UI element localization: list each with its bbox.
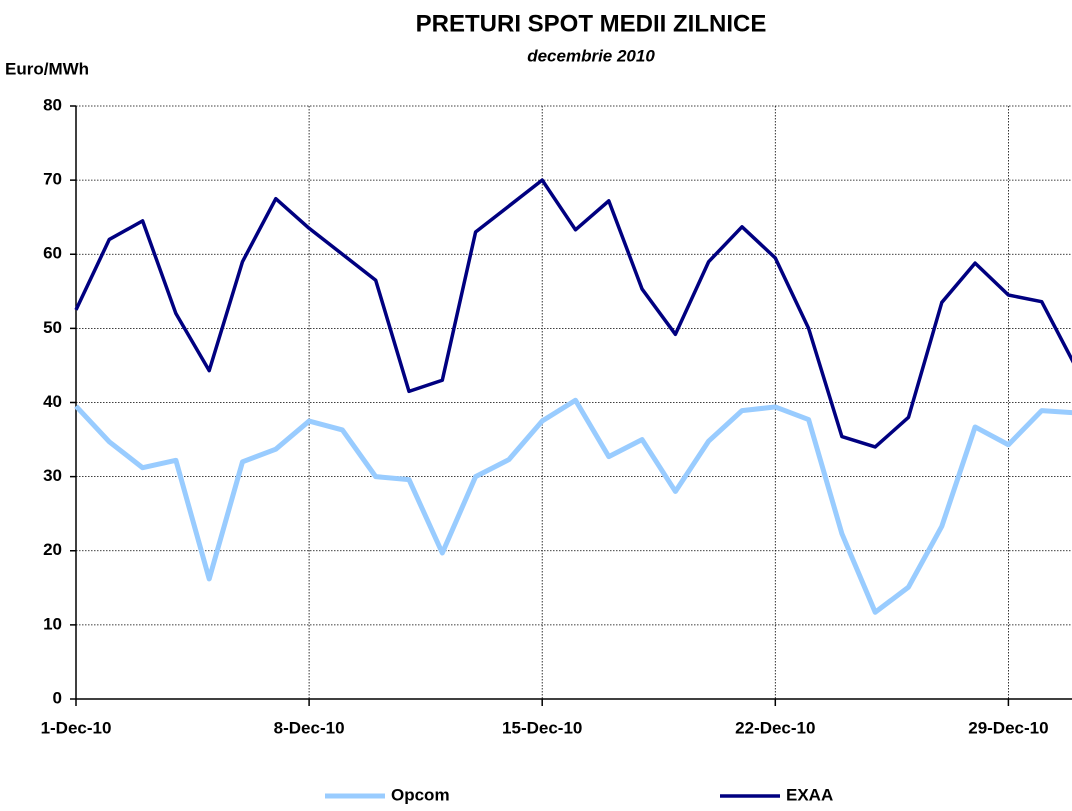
chart-subtitle: decembrie 2010 [527, 46, 655, 65]
x-tick-label: 8-Dec-10 [274, 718, 345, 737]
x-tick-label: 29-Dec-10 [968, 718, 1048, 737]
x-tick-label: 15-Dec-10 [502, 718, 582, 737]
y-tick-label: 30 [43, 466, 62, 485]
y-tick-label: 60 [43, 244, 62, 263]
x-tick-label: 22-Dec-10 [735, 718, 815, 737]
series-line [74, 178, 1072, 449]
y-tick-label: 80 [43, 95, 62, 114]
x-tick-label: 1-Dec-10 [41, 718, 112, 737]
y-tick-label: 0 [53, 688, 62, 707]
grid [70, 105, 1072, 706]
y-tick-label: 20 [43, 540, 62, 559]
y-tick-label: 70 [43, 170, 62, 189]
legend-label: EXAA [786, 785, 833, 804]
chart-title: PRETURI SPOT MEDII ZILNICE [416, 10, 767, 37]
y-axis-label: Euro/MWh [5, 59, 89, 78]
legend-label: Opcom [391, 785, 450, 804]
y-tick-label: 40 [43, 392, 62, 411]
plot [74, 178, 1072, 615]
y-tick-label: 10 [43, 614, 62, 633]
y-tick-label: 50 [43, 318, 62, 337]
series-line [74, 397, 1072, 615]
